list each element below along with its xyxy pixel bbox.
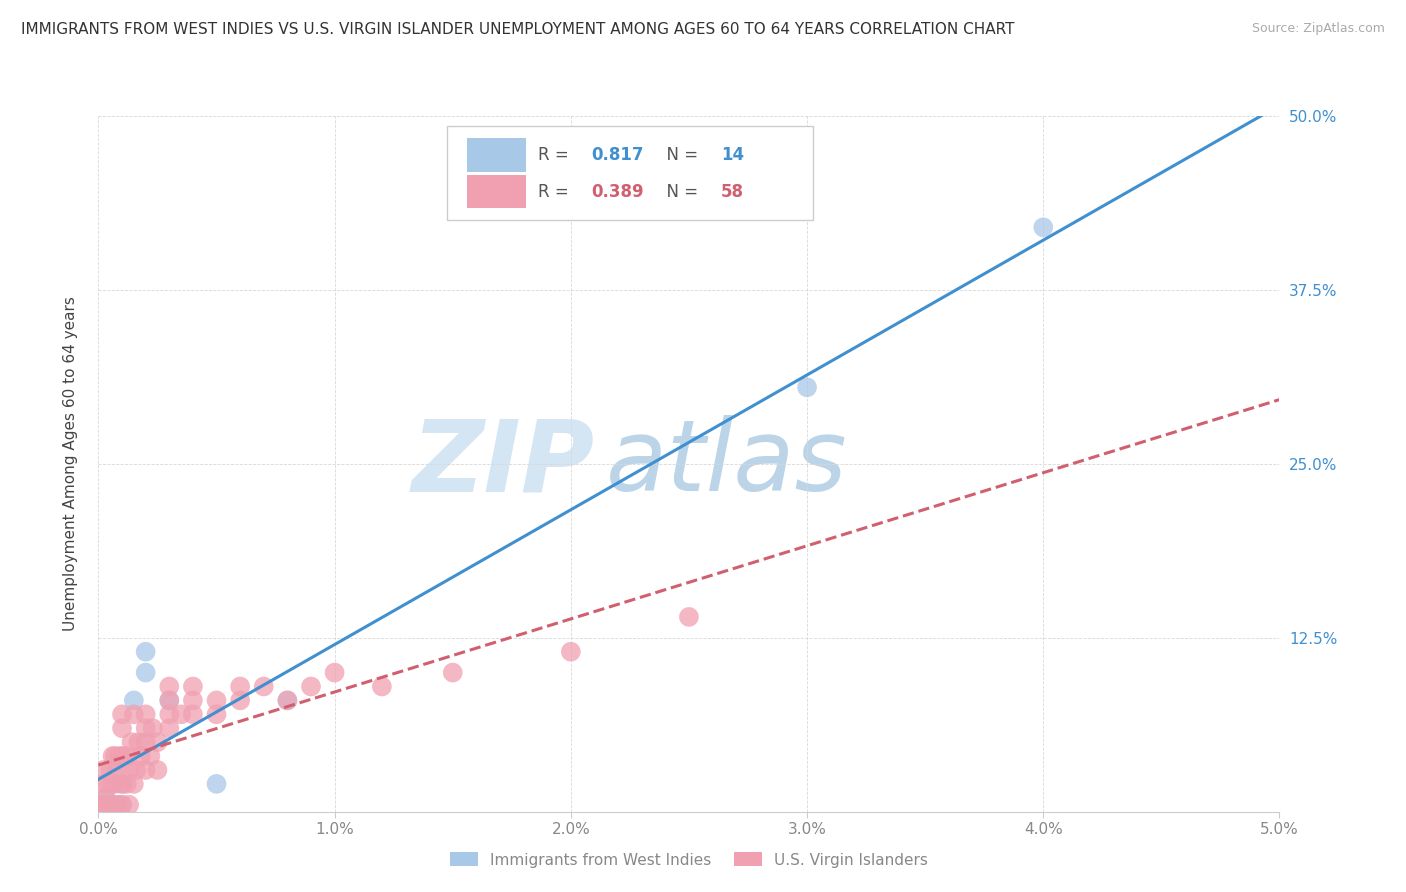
Point <box>111 777 134 791</box>
Point <box>111 721 134 735</box>
Point <box>111 777 134 791</box>
Point <box>560 645 582 659</box>
Point <box>371 680 394 694</box>
Point <box>135 665 157 680</box>
Point <box>157 693 180 707</box>
Point <box>94 797 117 812</box>
Point <box>121 735 143 749</box>
Point <box>122 777 145 791</box>
Point <box>135 707 157 722</box>
Point <box>181 680 204 694</box>
Point <box>98 763 121 777</box>
Point <box>181 707 204 722</box>
Point <box>111 707 134 722</box>
Text: N =: N = <box>655 183 703 201</box>
Point <box>205 777 228 791</box>
Point <box>157 693 180 707</box>
Point <box>205 693 228 707</box>
Point <box>118 797 141 812</box>
Text: IMMIGRANTS FROM WEST INDIES VS U.S. VIRGIN ISLANDER UNEMPLOYMENT AMONG AGES 60 T: IMMIGRANTS FROM WEST INDIES VS U.S. VIRG… <box>21 22 1015 37</box>
Point <box>101 749 124 764</box>
Point <box>253 680 276 694</box>
Point <box>135 721 157 735</box>
Text: ZIP: ZIP <box>412 416 595 512</box>
Point <box>678 610 700 624</box>
Point <box>276 693 298 707</box>
Point <box>1032 220 1054 235</box>
Text: 0.817: 0.817 <box>591 146 644 164</box>
Point <box>205 707 228 722</box>
Point <box>181 693 204 707</box>
Point <box>105 797 128 812</box>
Text: 58: 58 <box>721 183 744 201</box>
Point <box>94 790 117 805</box>
Point <box>157 680 180 694</box>
Point <box>105 763 128 777</box>
Point <box>170 707 193 722</box>
Text: R =: R = <box>537 146 574 164</box>
Point <box>129 749 152 764</box>
Point <box>115 749 138 764</box>
Point <box>139 749 162 764</box>
Legend: Immigrants from West Indies, U.S. Virgin Islanders: Immigrants from West Indies, U.S. Virgin… <box>444 847 934 873</box>
Point <box>111 797 134 812</box>
Point <box>94 797 117 812</box>
Point <box>98 797 121 812</box>
Point <box>229 693 252 707</box>
Point <box>118 763 141 777</box>
Point <box>135 735 157 749</box>
Text: 0.389: 0.389 <box>591 183 644 201</box>
Point <box>125 763 148 777</box>
Point <box>299 680 322 694</box>
Point <box>97 777 120 791</box>
Text: Source: ZipAtlas.com: Source: ZipAtlas.com <box>1251 22 1385 36</box>
Point <box>441 665 464 680</box>
Point <box>157 721 180 735</box>
Point <box>229 680 252 694</box>
Point <box>91 777 114 791</box>
Point <box>115 777 138 791</box>
Point <box>98 797 121 812</box>
Text: atlas: atlas <box>606 416 848 512</box>
Point <box>146 735 169 749</box>
Point <box>122 707 145 722</box>
Point <box>91 763 114 777</box>
Point <box>135 645 157 659</box>
Y-axis label: Unemployment Among Ages 60 to 64 years: Unemployment Among Ages 60 to 64 years <box>63 296 77 632</box>
FancyBboxPatch shape <box>467 175 526 209</box>
Point <box>276 693 298 707</box>
Point <box>796 380 818 394</box>
Point <box>146 763 169 777</box>
Point <box>104 777 127 791</box>
Point <box>122 693 145 707</box>
Text: N =: N = <box>655 146 703 164</box>
Point <box>111 749 134 764</box>
Point <box>101 777 124 791</box>
Point <box>135 763 157 777</box>
Point <box>142 721 165 735</box>
Text: 14: 14 <box>721 146 744 164</box>
Text: R =: R = <box>537 183 574 201</box>
Point <box>90 797 112 812</box>
Point <box>128 735 150 749</box>
FancyBboxPatch shape <box>467 138 526 171</box>
Point <box>157 707 180 722</box>
Point <box>94 790 117 805</box>
Point <box>104 749 127 764</box>
Point <box>105 797 128 812</box>
FancyBboxPatch shape <box>447 127 813 220</box>
Point <box>111 797 134 812</box>
Point <box>108 749 131 764</box>
Point <box>323 665 346 680</box>
